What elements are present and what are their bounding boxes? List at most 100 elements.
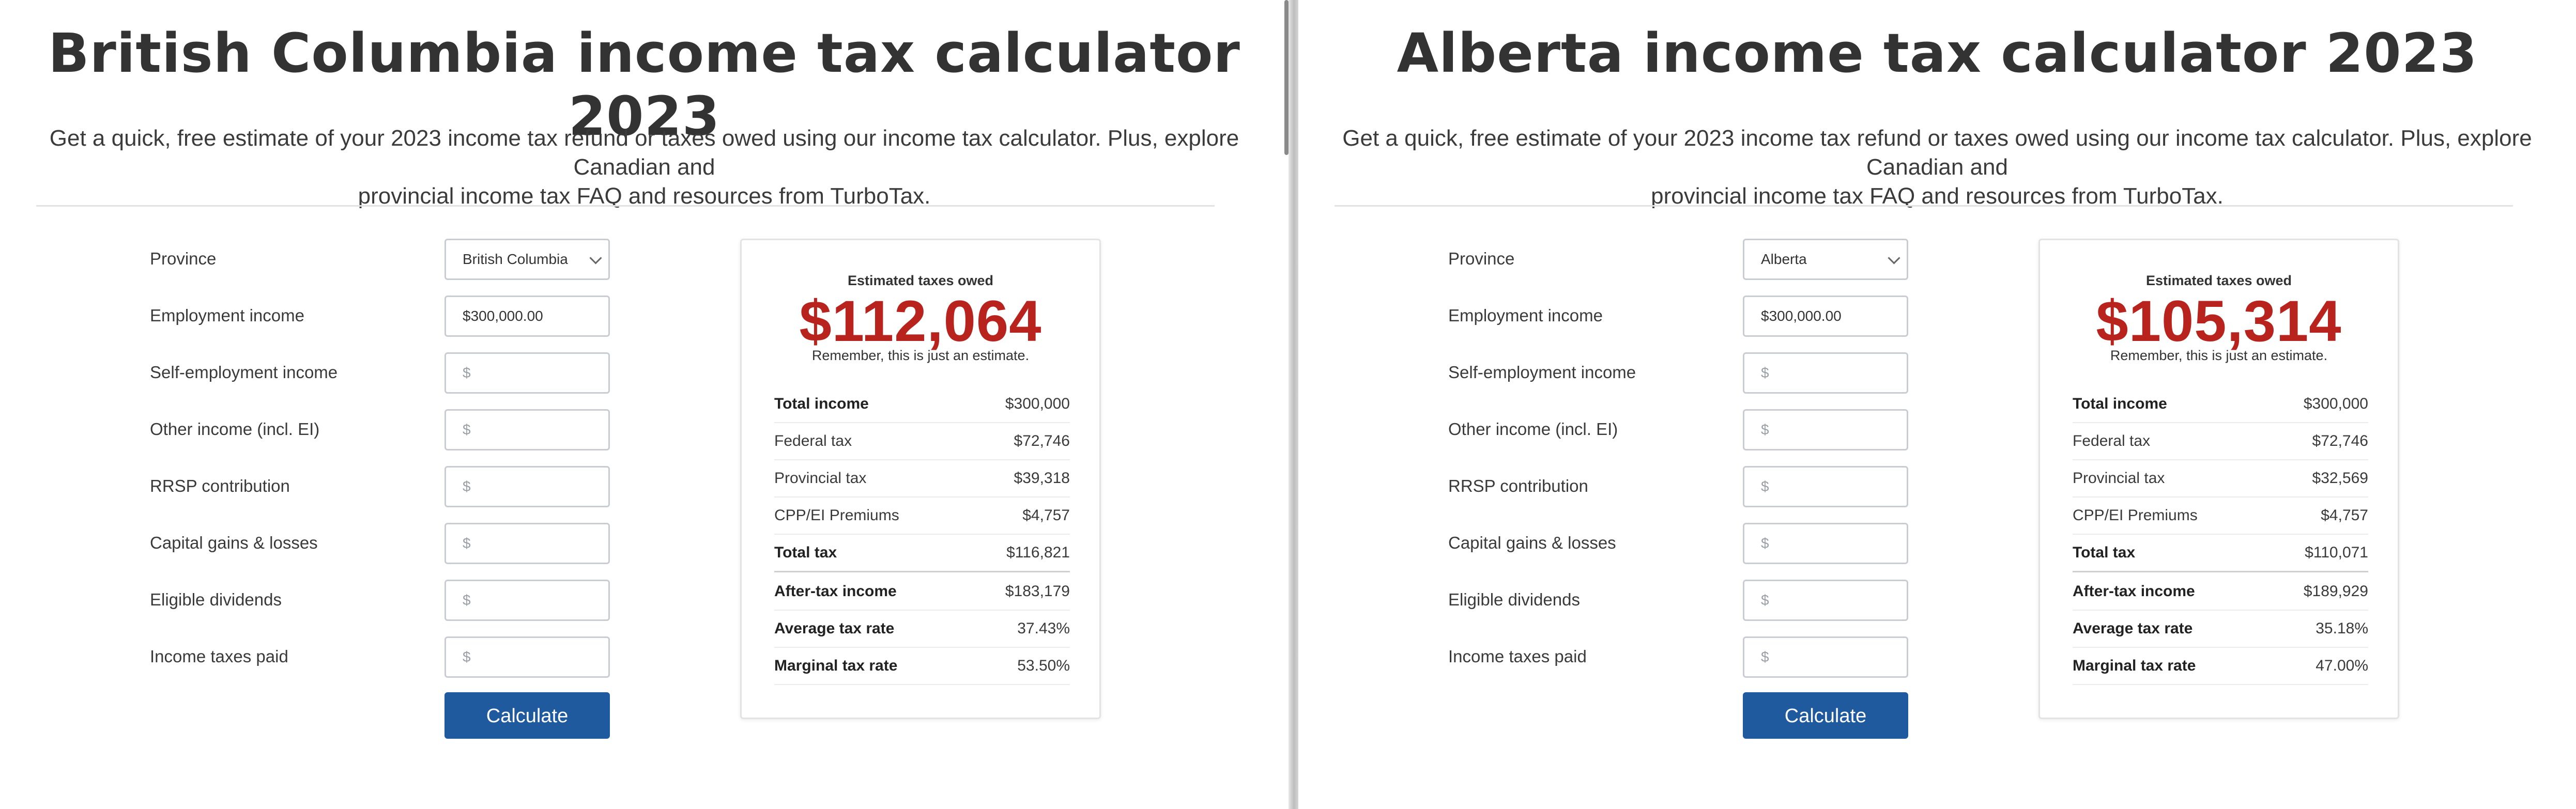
estimate-disclaimer: Remember, this is just an estimate.	[811, 348, 1030, 363]
province-select[interactable]: British Columbia	[444, 239, 610, 280]
page-title: British Columbia income tax calculator 2…	[48, 22, 1240, 148]
capital-gains-input[interactable]: $	[444, 523, 610, 564]
summary-label: CPP/EI Premiums	[2073, 507, 2198, 524]
summary-label: Total tax	[774, 544, 837, 561]
employment-income-label: Employment income	[150, 306, 304, 325]
self-employment-income-input[interactable]: $	[1743, 352, 1908, 394]
summary-value: $189,929	[2303, 583, 2368, 600]
form-row-self-employment: Self-employment income $	[1298, 352, 2576, 394]
form-row-rrsp: RRSP contribution $	[1298, 466, 2576, 507]
estimated-taxes-amount: $105,314	[2096, 289, 2342, 353]
subtitle-line-1: Get a quick, free estimate of your 2023 …	[1342, 126, 2532, 180]
scrollbar-thumb[interactable]	[1284, 0, 1289, 155]
summary-row-after-tax-income: After-tax income $189,929	[2073, 572, 2368, 611]
summary-value: $183,179	[1005, 583, 1070, 600]
province-value: Alberta	[1761, 251, 1807, 267]
summary-row-marginal-tax-rate: Marginal tax rate 47.00%	[2073, 647, 2368, 685]
eligible-dividends-label: Eligible dividends	[150, 590, 282, 609]
summary-value: 35.18%	[2316, 620, 2368, 637]
summary-row-provincial-tax: Provincial tax $32,569	[2073, 459, 2368, 497]
eligible-dividends-input[interactable]: $	[444, 580, 610, 621]
summary-value: 47.00%	[2316, 657, 2368, 674]
subtitle-line-1: Get a quick, free estimate of your 2023 …	[49, 126, 1239, 180]
capital-gains-label: Capital gains & losses	[1448, 533, 1616, 552]
summary-value: $116,821	[1006, 544, 1070, 561]
self-employment-income-input[interactable]: $	[444, 352, 610, 394]
summary-value: 53.50%	[1017, 657, 1070, 674]
estimated-taxes-amount: $112,064	[799, 289, 1042, 353]
province-select[interactable]: Alberta	[1743, 239, 1908, 280]
form-row-dividends: Eligible dividends $	[1298, 580, 2576, 621]
page-subtitle: Get a quick, free estimate of your 2023 …	[0, 124, 1289, 211]
summary-label: Total tax	[2073, 544, 2136, 561]
summary-label: Provincial tax	[2073, 470, 2165, 487]
employment-income-input[interactable]: $300,000.00	[444, 295, 610, 337]
calculate-button[interactable]: Calculate	[1743, 692, 1908, 739]
other-income-input[interactable]: $	[1743, 409, 1908, 450]
summary-label: Marginal tax rate	[774, 657, 898, 674]
summary-row-total-tax: Total tax $116,821	[774, 534, 1070, 572]
summary-row-cpp-ei: CPP/EI Premiums $4,757	[774, 496, 1070, 535]
estimate-disclaimer: Remember, this is just an estimate.	[2110, 348, 2328, 363]
results-card: Estimated taxes owed $105,314 Remember, …	[2038, 239, 2399, 719]
page-subtitle: Get a quick, free estimate of your 2023 …	[1298, 124, 2576, 211]
other-income-input[interactable]: $	[444, 409, 610, 450]
income-taxes-paid-input[interactable]: $	[1743, 636, 1908, 678]
summary-value: 37.43%	[1017, 620, 1070, 637]
summary-value: $32,569	[2312, 470, 2368, 487]
summary-value: $4,757	[1022, 507, 1070, 524]
summary-row-provincial-tax: Provincial tax $39,318	[774, 459, 1070, 497]
summary-label: CPP/EI Premiums	[774, 507, 899, 524]
summary-value: $72,746	[1014, 432, 1070, 449]
subtitle-line-2: provincial income tax FAQ and resources …	[358, 183, 931, 209]
form-row-employment: Employment income $300,000.00	[1298, 295, 2576, 337]
summary-label: Average tax rate	[774, 620, 895, 637]
chevron-down-icon	[589, 252, 602, 265]
summary-label: Provincial tax	[774, 470, 867, 487]
income-taxes-paid-label: Income taxes paid	[1448, 647, 1587, 666]
capital-gains-label: Capital gains & losses	[150, 533, 318, 552]
results-card: Estimated taxes owed $112,064 Remember, …	[740, 239, 1101, 719]
summary-label: After-tax income	[2073, 583, 2195, 600]
split-view-divider[interactable]	[1289, 0, 1298, 809]
page-title: Alberta income tax calculator 2023	[1397, 22, 2478, 85]
summary-value: $110,071	[2305, 544, 2368, 561]
income-taxes-paid-label: Income taxes paid	[150, 647, 288, 666]
form-row-taxes-paid: Income taxes paid $	[0, 636, 1289, 678]
summary-row-marginal-tax-rate: Marginal tax rate 53.50%	[774, 647, 1070, 685]
calculate-button[interactable]: Calculate	[444, 692, 610, 739]
other-income-label: Other income (incl. EI)	[150, 419, 320, 439]
form-row-capital-gains: Capital gains & losses $	[1298, 523, 2576, 564]
divider-rule	[36, 205, 1215, 207]
form-row-province: Province Alberta	[1298, 239, 2576, 280]
summary-label: Marginal tax rate	[2073, 657, 2196, 674]
summary-row-federal-tax: Federal tax $72,746	[774, 422, 1070, 460]
summary-label: Federal tax	[2073, 432, 2151, 449]
calculator-pane-alberta: Alberta income tax calculator 2023 Get a…	[1298, 0, 2576, 809]
form-row-self-employment: Self-employment income $	[0, 352, 1289, 394]
self-employment-income-label: Self-employment income	[150, 363, 338, 382]
chevron-down-icon	[1888, 252, 1900, 265]
summary-row-total-tax: Total tax $110,071	[2073, 534, 2368, 572]
summary-label: Federal tax	[774, 432, 852, 449]
eligible-dividends-input[interactable]: $	[1743, 580, 1908, 621]
summary-value: $72,746	[2312, 432, 2368, 449]
employment-income-input[interactable]: $300,000.00	[1743, 295, 1908, 337]
income-taxes-paid-input[interactable]: $	[444, 636, 610, 678]
self-employment-income-label: Self-employment income	[1448, 363, 1636, 382]
province-label: Province	[1448, 249, 1515, 268]
summary-row-after-tax-income: After-tax income $183,179	[774, 572, 1070, 611]
province-value: British Columbia	[463, 251, 568, 267]
summary-row-cpp-ei: CPP/EI Premiums $4,757	[2073, 496, 2368, 535]
divider-rule	[1335, 205, 2513, 207]
summary-value: $39,318	[1014, 470, 1070, 487]
rrsp-contribution-input[interactable]: $	[444, 466, 610, 507]
summary-row-average-tax-rate: Average tax rate 37.43%	[774, 610, 1070, 648]
eligible-dividends-label: Eligible dividends	[1448, 590, 1580, 609]
calculator-pane-british-columbia: British Columbia income tax calculator 2…	[0, 22, 1289, 739]
capital-gains-input[interactable]: $	[1743, 523, 1908, 564]
other-income-label: Other income (incl. EI)	[1448, 419, 1618, 439]
form-row-dividends: Eligible dividends $	[0, 580, 1289, 621]
rrsp-contribution-input[interactable]: $	[1743, 466, 1908, 507]
summary-label: Total income	[774, 395, 869, 412]
